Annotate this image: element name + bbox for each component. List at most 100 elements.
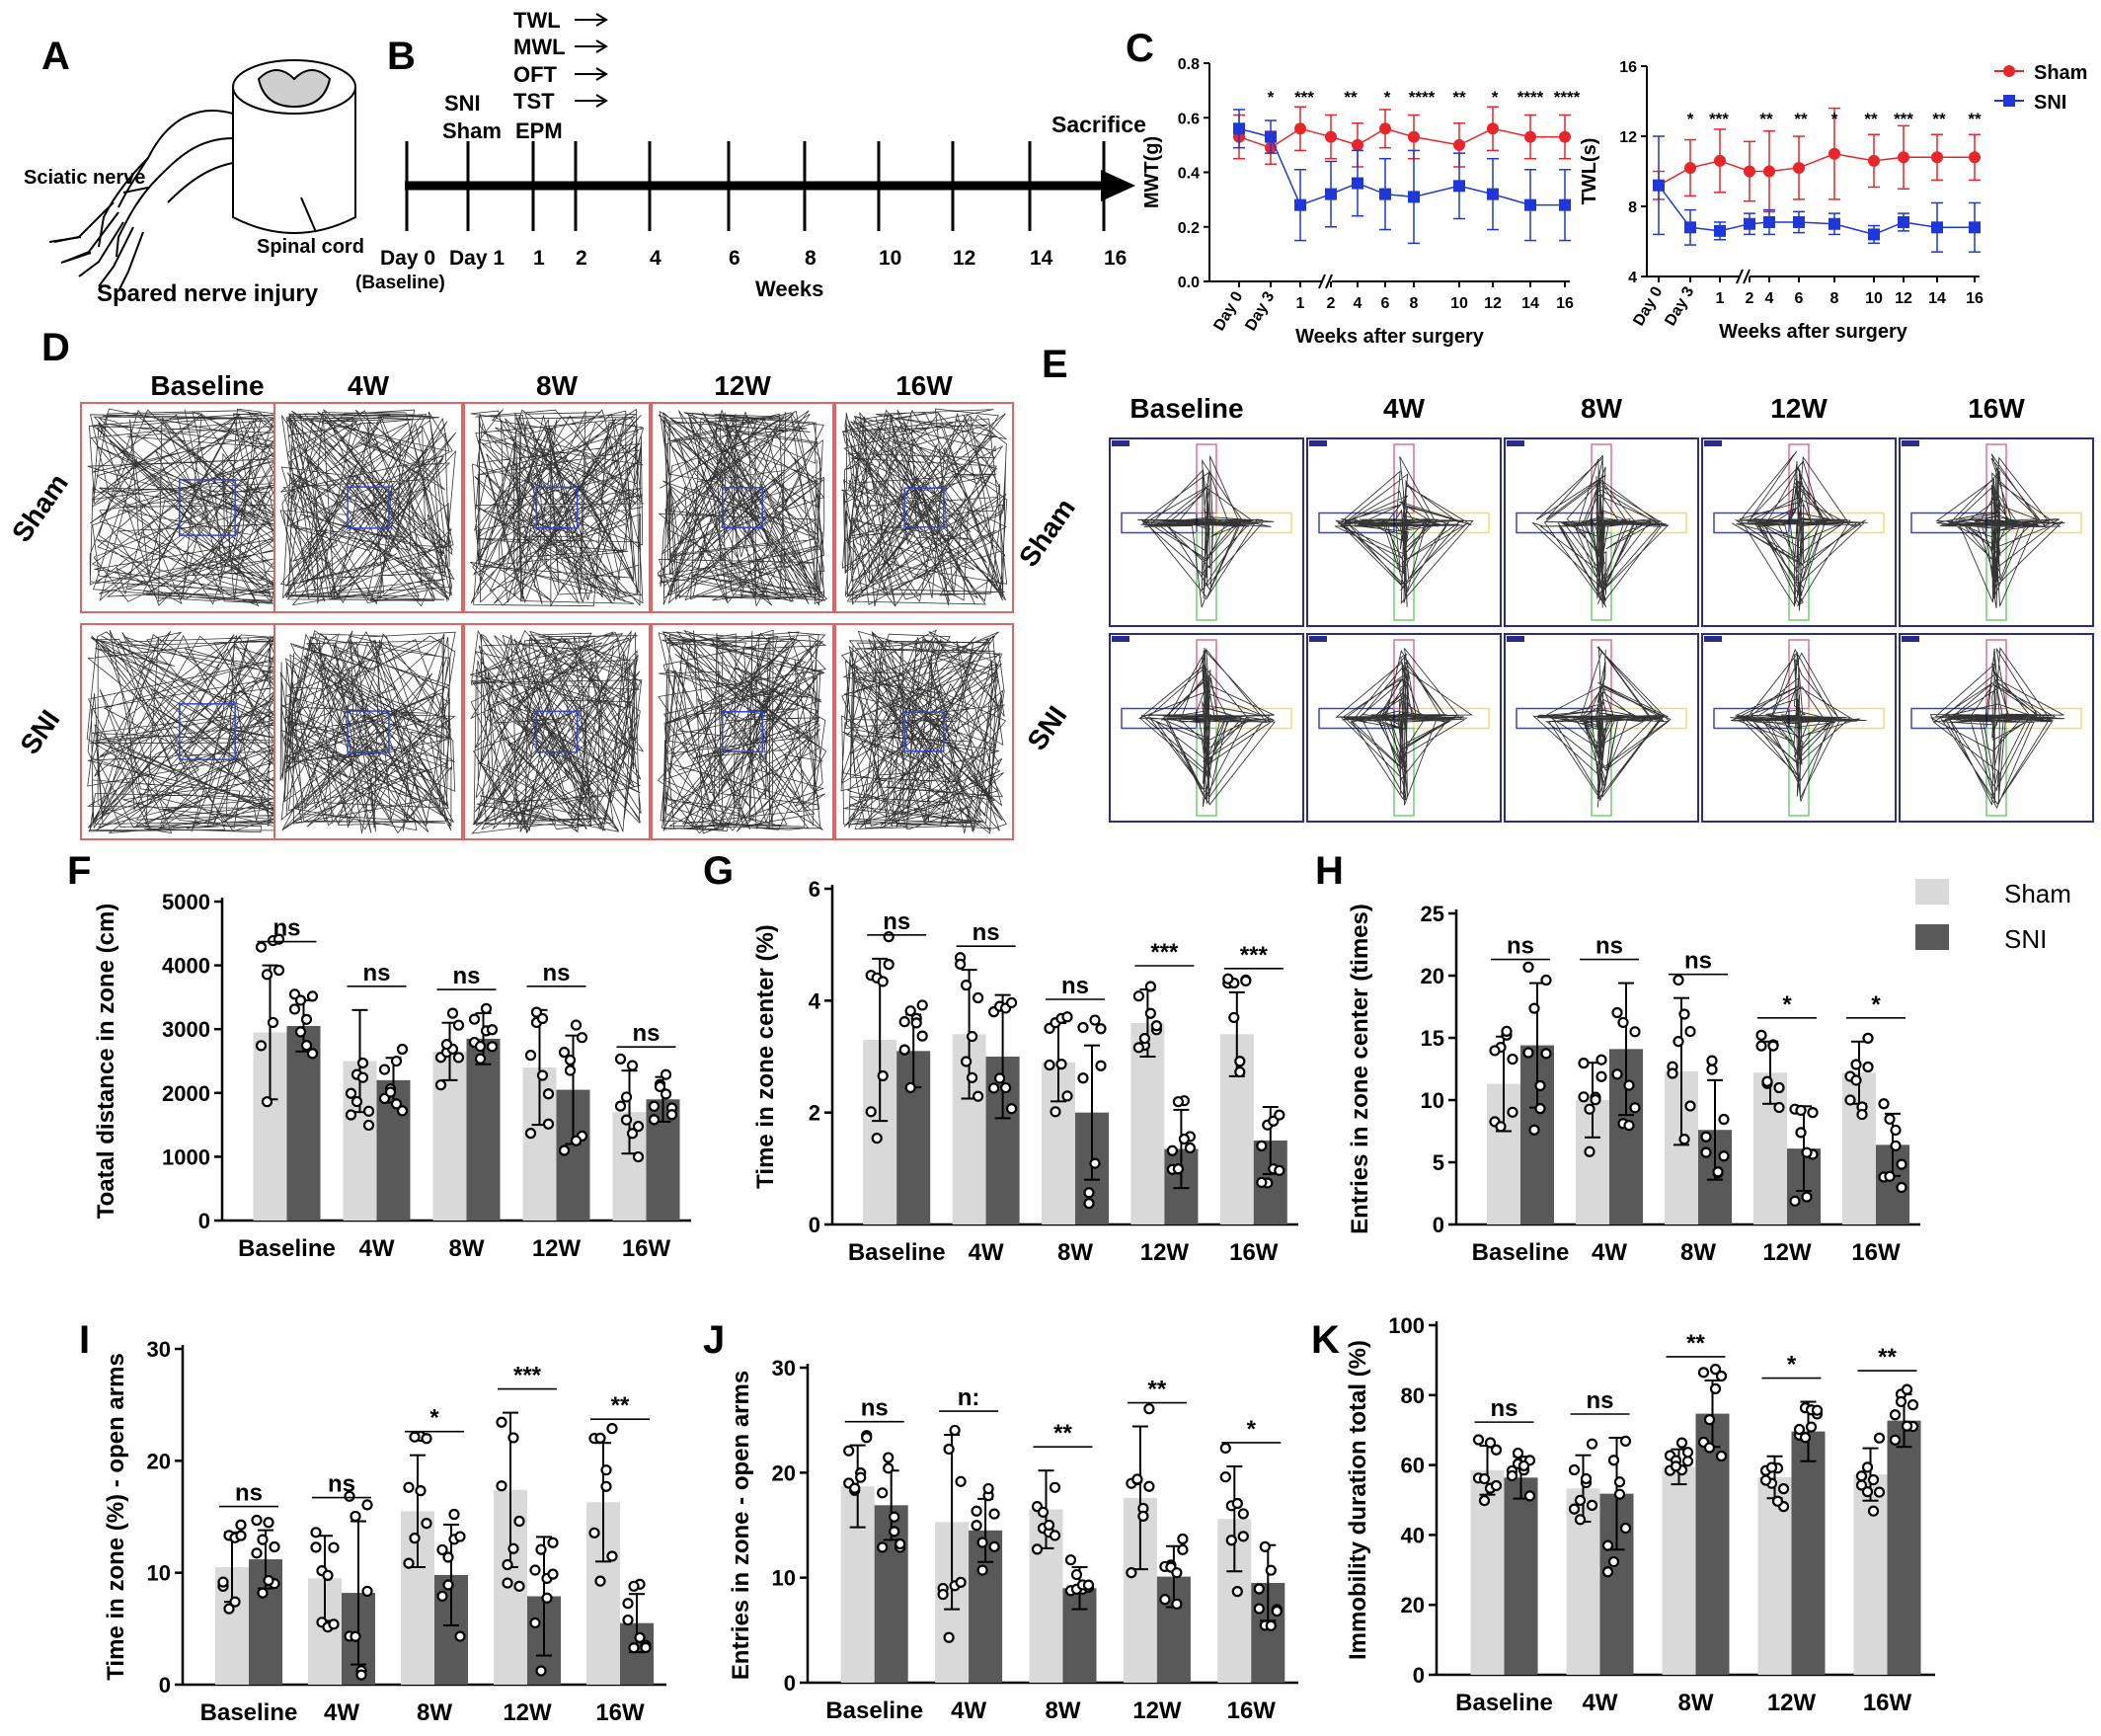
- x-tick-label: 16: [1966, 290, 1984, 307]
- data-point: [1586, 1438, 1598, 1450]
- data-point: [600, 1464, 612, 1476]
- data-point: [1534, 1079, 1546, 1092]
- x-tick-label: 8W: [449, 1235, 485, 1262]
- data-point: [972, 1090, 984, 1102]
- data-point: [1595, 1070, 1607, 1082]
- epm-closed-arm-top: [1985, 639, 2007, 710]
- data-point: [910, 1017, 922, 1029]
- significance-mark: ns: [1507, 933, 1534, 960]
- data-point: [1259, 1540, 1271, 1552]
- data-point: [421, 1518, 432, 1530]
- legend-sni-line: SNI: [2034, 92, 2066, 114]
- data-point: [1095, 1023, 1107, 1035]
- epm-arena-tag: [1309, 636, 1327, 642]
- sni-point: [1294, 198, 1306, 211]
- data-point: [1901, 1383, 1913, 1395]
- data-point: [1715, 1370, 1728, 1382]
- data-point: [1878, 1098, 1890, 1110]
- data-point: [1095, 1060, 1107, 1071]
- data-point: [1673, 974, 1684, 986]
- significance-mark: ns: [542, 960, 570, 986]
- data-point: [898, 1016, 910, 1028]
- data-point: [436, 1543, 448, 1556]
- data-point: [1767, 1040, 1779, 1052]
- data-point: [1873, 1486, 1886, 1498]
- significance-mark: ns: [1684, 948, 1712, 975]
- y-axis-title: MWT(g): [1141, 136, 1163, 208]
- data-point: [1083, 1187, 1095, 1199]
- data-point: [877, 976, 889, 987]
- significance-mark: *: [1384, 88, 1391, 107]
- data-point: [648, 1100, 661, 1112]
- data-point: [344, 1490, 355, 1502]
- of-track: [469, 629, 645, 834]
- x-tick-label: Baseline: [1472, 1239, 1570, 1266]
- significance-mark: ns: [362, 960, 390, 986]
- open-field-tracks: Baseline 4W 8W 12W 16W Sham SNI: [6, 370, 1014, 840]
- of-center-zone: [347, 486, 390, 529]
- data-point: [306, 1048, 319, 1060]
- data-point: [1150, 1020, 1163, 1032]
- significance-mark: **: [1344, 88, 1358, 107]
- data-point: [1700, 1146, 1712, 1158]
- data-point: [1795, 1127, 1807, 1139]
- data-point: [1801, 1191, 1813, 1203]
- sni-point: [1524, 198, 1536, 211]
- of-column-title: 12W: [714, 370, 771, 401]
- data-point: [988, 1508, 1000, 1520]
- data-point: [1237, 1508, 1249, 1520]
- y-tick-label: 0: [809, 1213, 820, 1237]
- sni-point: [1684, 221, 1696, 234]
- significance-mark: **: [1148, 1377, 1167, 1403]
- x-tick-label: 4W: [951, 1697, 986, 1724]
- significance-mark: ****: [1517, 88, 1544, 107]
- data-point: [1619, 1435, 1632, 1447]
- arrow-head: [595, 39, 608, 53]
- data-point: [600, 1480, 612, 1492]
- y-tick-label: 20: [1421, 964, 1444, 988]
- x-tick-label: 4W: [359, 1235, 395, 1262]
- data-point: [1678, 1134, 1690, 1145]
- data-point: [620, 1114, 633, 1126]
- y-tick-label: 5000: [162, 890, 210, 914]
- data-point: [1237, 1531, 1249, 1542]
- sni-point: [1969, 221, 1981, 234]
- panel-d-label: D: [41, 326, 70, 369]
- data-point: [570, 1019, 583, 1031]
- of-column-title: 4W: [348, 370, 390, 401]
- data-point: [632, 1150, 645, 1163]
- x-tick-label: 14: [1521, 295, 1539, 312]
- data-point: [524, 1050, 537, 1062]
- timeline-test-label: OFT: [513, 62, 558, 87]
- data-point: [1617, 1016, 1629, 1029]
- sni-point: [1233, 122, 1245, 135]
- sham-point: [1868, 154, 1880, 167]
- of-track: [469, 408, 645, 607]
- epm-track: [1138, 647, 1277, 807]
- data-point: [626, 1128, 639, 1140]
- axis-break-mark: [1325, 274, 1333, 289]
- timeline-weeks-label: Weeks: [755, 276, 823, 301]
- sni-bar: [1504, 1477, 1538, 1675]
- data-point: [255, 941, 268, 953]
- y-tick-label: 10: [147, 1561, 171, 1586]
- data-point: [1144, 1007, 1157, 1019]
- data-point: [1005, 996, 1018, 1009]
- data-point: [1534, 1103, 1546, 1115]
- data-point: [1478, 1472, 1491, 1485]
- legend-sham-bar: Sham: [2004, 879, 2071, 908]
- significance-mark: ns: [235, 1480, 263, 1507]
- data-point: [229, 1596, 241, 1608]
- data-point: [660, 1088, 672, 1100]
- x-tick-label: 10: [1450, 295, 1468, 312]
- data-point: [1478, 1495, 1491, 1507]
- significance-mark: ns: [328, 1471, 355, 1498]
- data-point: [849, 1482, 861, 1494]
- significance-mark: ***: [1240, 942, 1269, 969]
- data-point: [1601, 1566, 1614, 1578]
- data-point: [1586, 1499, 1598, 1511]
- data-point: [865, 1106, 877, 1118]
- data-point: [889, 1511, 900, 1523]
- x-tick-label: 16W: [1227, 1697, 1277, 1724]
- y-tick-label: 0.6: [1178, 111, 1200, 127]
